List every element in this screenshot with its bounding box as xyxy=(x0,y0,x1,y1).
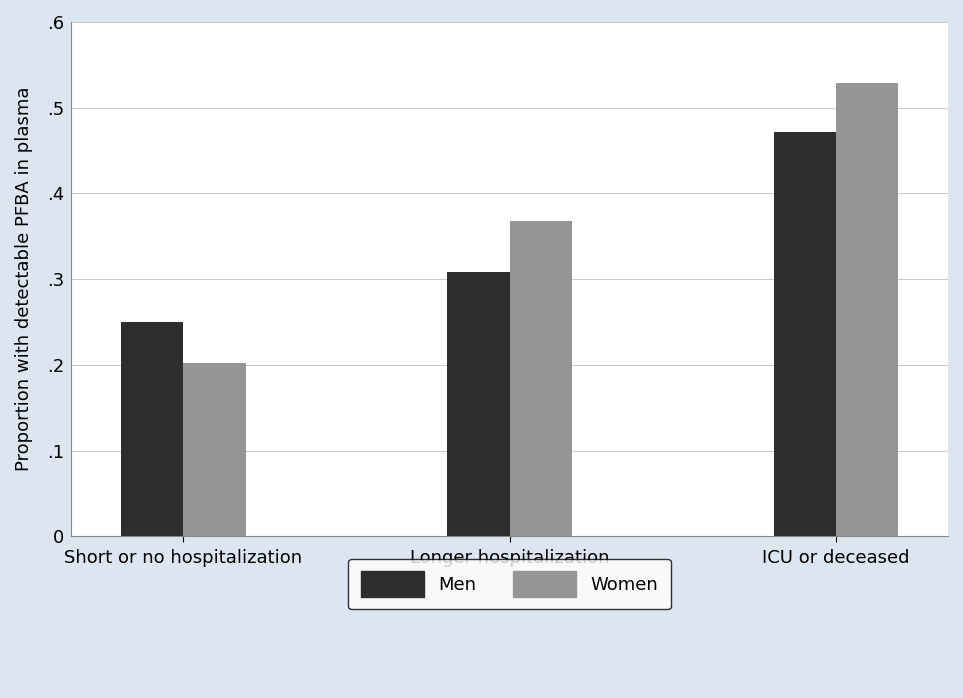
Legend: Men, Women: Men, Women xyxy=(349,558,671,609)
Bar xyxy=(121,322,183,536)
Bar xyxy=(183,363,246,536)
Y-axis label: Proportion with detectable PFBA in plasma: Proportion with detectable PFBA in plasm… xyxy=(15,87,33,471)
Bar xyxy=(447,272,509,536)
Bar xyxy=(773,132,836,536)
Bar xyxy=(836,83,898,536)
Bar xyxy=(509,221,572,536)
